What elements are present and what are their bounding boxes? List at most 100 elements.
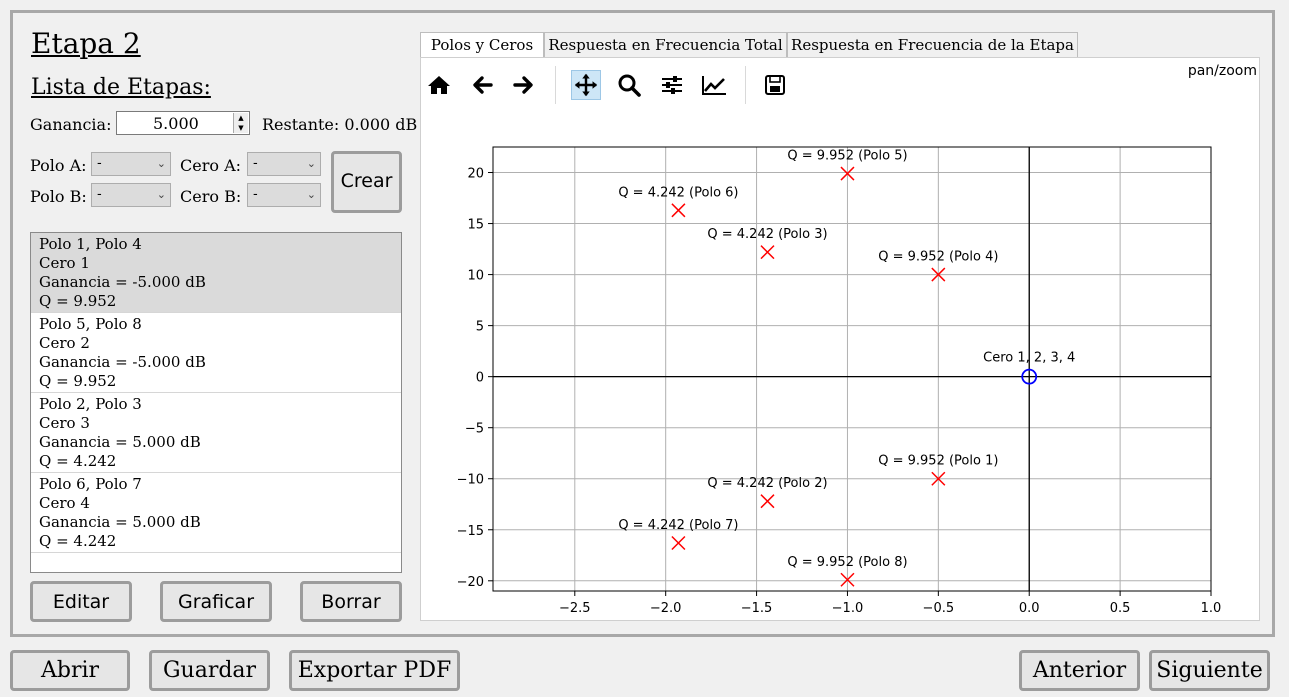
list-item-zero: Cero 4 [39, 494, 90, 512]
chevron-down-icon: ⌄ [306, 157, 316, 170]
list-item-gain: Ganancia = -5.000 dB [39, 353, 206, 371]
stage-list[interactable]: Polo 1, Polo 4 Cero 1 Ganancia = -5.000 dB… [30, 232, 402, 573]
list-item-q: Q = 4.242 [39, 452, 117, 470]
edit-axis-line-icon[interactable] [699, 70, 729, 100]
polo-a-combo[interactable]: - ⌄ [91, 152, 171, 176]
save-button[interactable]: Guardar [149, 650, 270, 691]
zero-label: Cero 1, 2, 3, 4 [983, 351, 1075, 366]
plot-panel: pan/zoom [420, 57, 1260, 621]
spin-arrows-icon[interactable]: ▲ ▼ [233, 113, 248, 133]
open-button[interactable]: Abrir [10, 650, 130, 691]
pole-label: Q = 4.242 (Polo 3) [707, 227, 827, 242]
pole-marker [671, 203, 686, 218]
save-disk-icon[interactable] [760, 70, 790, 100]
list-item-zero: Cero 2 [39, 334, 90, 352]
list-item-zero: Cero 3 [39, 414, 90, 432]
pole-label: Q = 9.952 (Polo 5) [787, 149, 907, 164]
list-item[interactable]: Polo 5, Polo 8 Cero 2 Ganancia = -5.000 dB… [31, 313, 401, 393]
edit-button[interactable]: Editar [30, 581, 132, 622]
chevron-down-icon: ⌄ [156, 188, 166, 201]
zero-marker [1021, 368, 1038, 385]
gain-value: 5.000 [153, 114, 199, 133]
x-tick-label: 0.0 [1019, 601, 1040, 616]
chevron-down-icon: ⌄ [156, 157, 166, 170]
pole-label: Q = 4.242 (Polo 6) [618, 185, 738, 200]
toolbar-separator [555, 66, 556, 104]
pole-label: Q = 9.952 (Polo 1) [878, 454, 998, 469]
x-tick-label: −0.5 [923, 601, 955, 616]
y-tick-label: −10 [457, 473, 484, 488]
stage-list-title: Lista de Etapas: [31, 75, 211, 100]
list-item-q: Q = 9.952 [39, 372, 117, 390]
pole-marker [931, 471, 946, 486]
list-item[interactable]: Polo 1, Polo 4 Cero 1 Ganancia = -5.000 dB… [31, 233, 401, 313]
y-tick-label: 20 [467, 167, 484, 182]
delete-button[interactable]: Borrar [300, 581, 402, 622]
back-arrow-icon[interactable] [467, 70, 497, 100]
subplots-sliders-icon[interactable] [657, 70, 687, 100]
x-tick-label: −1.0 [832, 601, 864, 616]
x-tick-label: 0.5 [1110, 601, 1131, 616]
list-item[interactable]: Polo 6, Polo 7 Cero 4 Ganancia = 5.000 dB Q… [31, 473, 401, 553]
pole-label: Q = 9.952 (Polo 8) [787, 555, 907, 570]
zoom-magnifier-icon[interactable] [614, 70, 644, 100]
gain-label: Ganancia: [30, 115, 112, 134]
pole-marker [760, 494, 775, 509]
cero-b-combo[interactable]: - ⌄ [247, 183, 321, 207]
main-frame: Etapa 2 Lista de Etapas: Ganancia: 5.000… [10, 10, 1275, 637]
plot-button[interactable]: Graficar [160, 581, 272, 622]
toolbar-mode-text: pan/zoom [1187, 63, 1257, 79]
list-item[interactable]: Polo 2, Polo 3 Cero 3 Ganancia = 5.000 dB Q… [31, 393, 401, 473]
plot-frame [492, 146, 1212, 592]
polo-b-combo[interactable]: - ⌄ [91, 183, 171, 207]
list-item-gain: Ganancia = -5.000 dB [39, 273, 206, 291]
pole-marker [931, 267, 946, 282]
pole-label: Q = 9.952 (Polo 4) [878, 250, 998, 265]
pole-marker [760, 245, 775, 260]
toolbar-separator [745, 66, 746, 104]
y-tick-label: 15 [467, 218, 484, 233]
x-tick-label: 1.0 [1201, 601, 1222, 616]
y-tick-label: 10 [467, 269, 484, 284]
pole-marker [671, 535, 686, 551]
polo-b-label: Polo B: [30, 187, 87, 206]
pole-marker [840, 166, 855, 181]
export-pdf-button[interactable]: Exportar PDF [289, 650, 460, 691]
pole-label: Q = 4.242 (Polo 7) [618, 518, 738, 533]
y-tick-label: −15 [457, 524, 484, 539]
pole-marker [840, 572, 855, 587]
pole-label: Q = 4.242 (Polo 2) [707, 476, 827, 491]
previous-button[interactable]: Anterior [1019, 650, 1140, 691]
pole-zero-chart[interactable]: −2.5 −2.0 −1.5 −1.0 −0.5 0.0 0.5 1.0 20 15 10 5 0 −5 −… [421, 58, 1259, 620]
list-item-q: Q = 9.952 [39, 292, 117, 310]
cero-a-combo[interactable]: - ⌄ [247, 152, 321, 176]
list-item-poles: Polo 2, Polo 3 [39, 395, 142, 413]
x-tick-label: −2.0 [650, 601, 682, 616]
list-item-poles: Polo 5, Polo 8 [39, 315, 142, 333]
pan-move-icon[interactable] [571, 70, 601, 100]
list-item-gain: Ganancia = 5.000 dB [39, 433, 201, 451]
remaining-label: Restante: 0.000 dB [262, 115, 418, 134]
create-button[interactable]: Crear [331, 151, 402, 213]
home-icon[interactable] [424, 70, 454, 100]
chevron-down-icon: ⌄ [306, 188, 316, 201]
polo-a-label: Polo A: [30, 156, 87, 175]
list-item-zero: Cero 1 [39, 254, 90, 272]
y-tick-label: −5 [465, 422, 484, 437]
y-tick-label: −20 [457, 575, 484, 590]
x-tick-label: −1.5 [741, 601, 773, 616]
gain-spinbox[interactable]: 5.000 ▲ ▼ [116, 111, 250, 135]
tab-polos-ceros[interactable]: Polos y Ceros [420, 32, 544, 59]
list-item-gain: Ganancia = 5.000 dB [39, 513, 201, 531]
y-tick-label: 0 [476, 371, 484, 386]
list-item-poles: Polo 6, Polo 7 [39, 475, 142, 493]
list-item-poles: Polo 1, Polo 4 [39, 235, 142, 253]
cero-b-label: Cero B: [180, 187, 242, 206]
forward-arrow-icon[interactable] [509, 70, 539, 100]
tab-respuesta-total[interactable]: Respuesta en Frecuencia Total [544, 32, 787, 58]
list-item-q: Q = 4.242 [39, 532, 117, 550]
cero-a-label: Cero A: [180, 156, 242, 175]
next-button[interactable]: Siguiente [1149, 650, 1270, 691]
tab-respuesta-etapa[interactable]: Respuesta en Frecuencia de la Etapa [787, 32, 1078, 58]
page-title: Etapa 2 [31, 27, 141, 60]
